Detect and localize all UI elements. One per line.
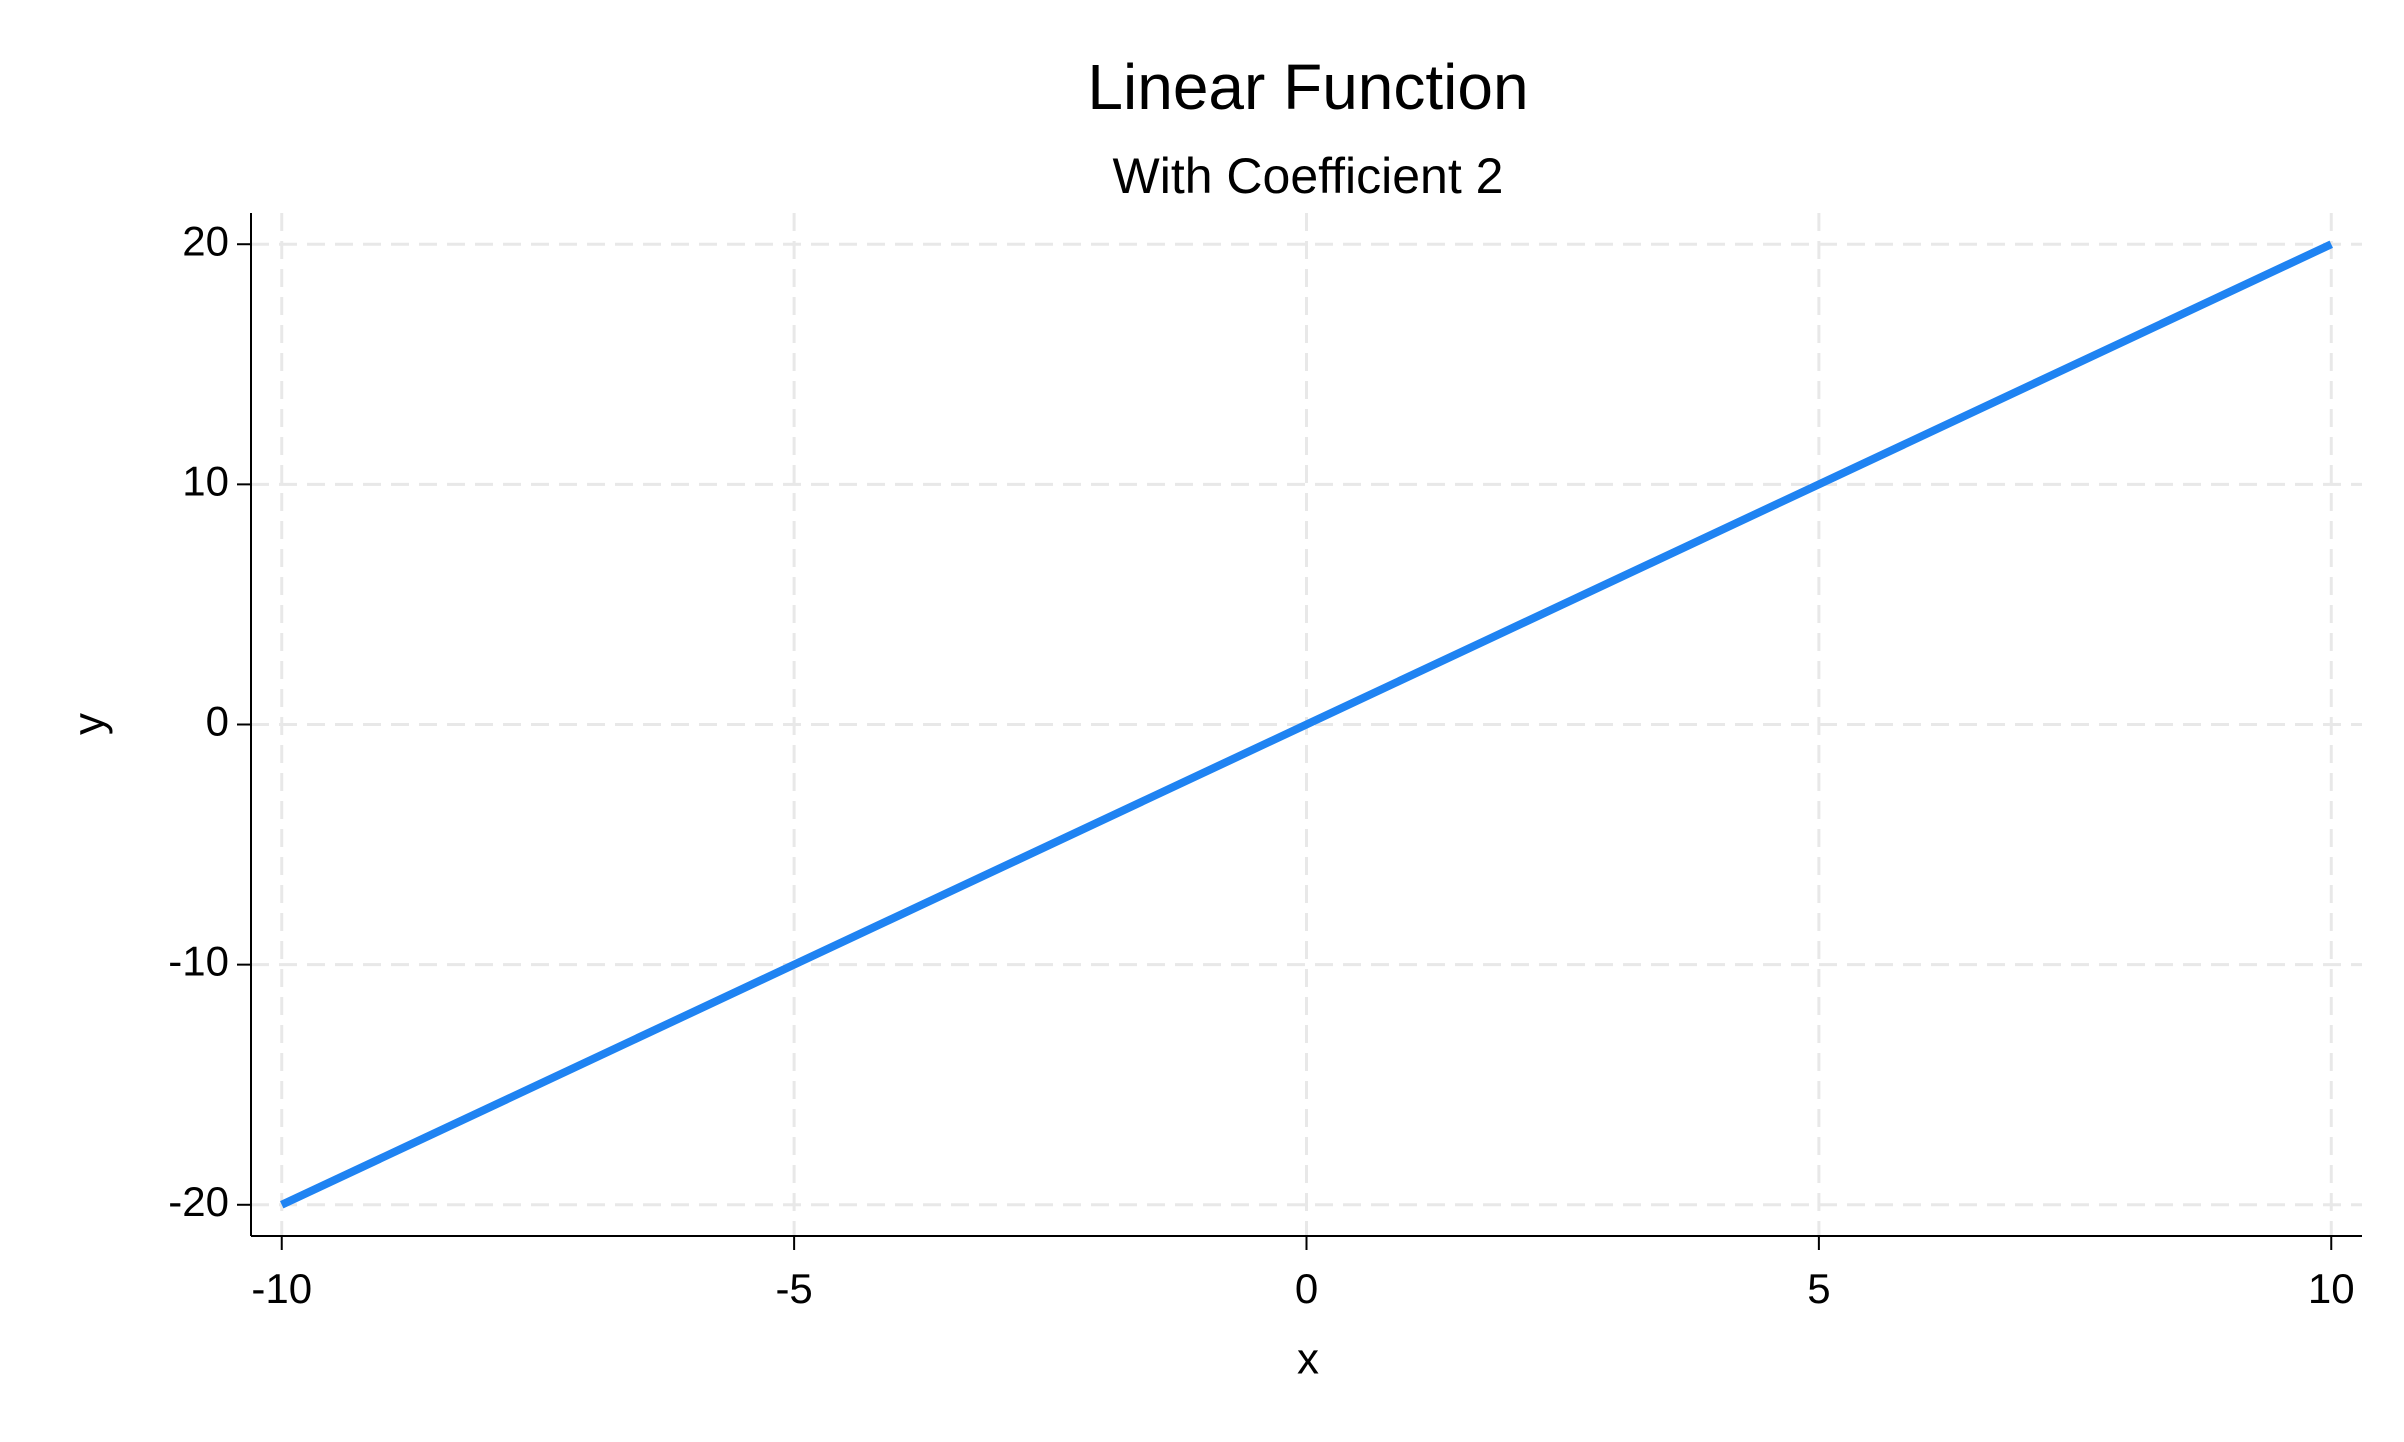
x-tick-label: 10: [2308, 1265, 2355, 1312]
y-tick-label: 10: [182, 457, 229, 504]
x-tick-label: -10: [251, 1265, 312, 1312]
line-series: [280, 240, 2333, 1209]
x-tick-label: 5: [1807, 1265, 1830, 1312]
y-tick-label: -20: [168, 1178, 229, 1225]
x-axis-label: x: [1297, 1335, 1319, 1384]
y-axis-label: y: [65, 713, 114, 735]
y-tick-label: 20: [182, 217, 229, 264]
chart-subtitle: With Coefficient 2: [1113, 148, 1504, 204]
y-tick-label: -10: [168, 938, 229, 985]
x-tick-label: -5: [775, 1265, 812, 1312]
x-tick-label: 0: [1295, 1265, 1318, 1312]
y-tick-label: 0: [206, 698, 229, 745]
chart-title: Linear Function: [1087, 51, 1528, 123]
